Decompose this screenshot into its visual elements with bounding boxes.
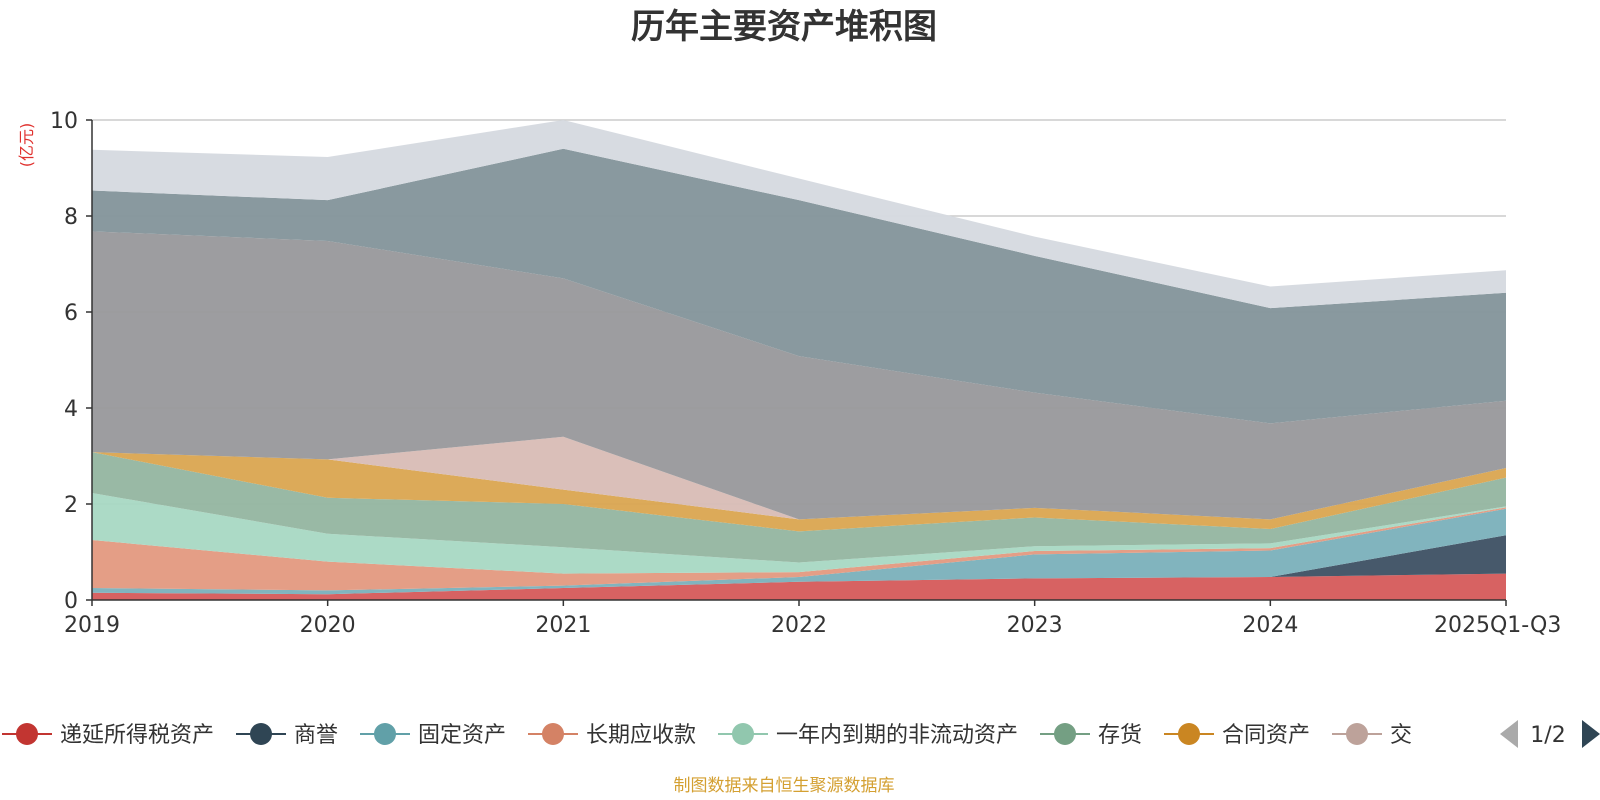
legend-circle-icon [374,723,396,745]
x-tick-label-2025Q1-Q3: 2025Q1-Q3 [1434,613,1561,638]
y-axis-unit-label: (亿元) [17,123,36,168]
x-tick-label-2024: 2024 [1242,613,1298,638]
legend-label: 存货 [1098,723,1142,748]
x-tick-label-2019: 2019 [64,613,120,638]
axes: 0 2 4 6 8 10 2019 2020 2021 2022 2023 2024 2025Q1-Q3 [50,109,1561,638]
area-series-0[interactable] [92,573,1506,600]
y-tick-label-10: 10 [50,109,78,134]
legend-label: 递延所得税资产 [60,723,214,748]
data-source-note: 制图数据来自恒生聚源数据库 [674,776,895,796]
x-tick-label-2022: 2022 [771,613,827,638]
y-tick-label-4: 4 [64,397,78,422]
prev-page-icon[interactable] [1500,720,1518,748]
legend-label: 一年内到期的非流动资产 [776,723,1018,748]
legend-circle-icon [542,723,564,745]
legend-item-3[interactable]: 长期应收款 [528,723,696,748]
legend-item-2[interactable]: 固定资产 [360,723,506,748]
area-series-2[interactable] [92,508,1506,595]
legend-circle-icon [732,723,754,745]
x-tick-label-2023: 2023 [1007,613,1063,638]
legend-item-4[interactable]: 一年内到期的非流动资产 [718,723,1018,748]
y-tick-label-0: 0 [64,589,78,614]
area-series-3[interactable] [92,507,1506,591]
legend-item-7[interactable]: 交 [1332,723,1412,748]
legend-label: 交 [1390,723,1412,748]
area-series-9[interactable] [92,148,1506,424]
legend-label: 合同资产 [1222,723,1310,748]
y-tick-label-2: 2 [64,493,78,518]
legend-item-1[interactable]: 商誉 [236,723,338,748]
legend-circle-icon [250,723,272,745]
chart-title: 历年主要资产堆积图 [631,7,937,47]
y-tick-label-6: 6 [64,301,78,326]
area-series-group [92,120,1506,600]
legend-circle-icon [1346,723,1368,745]
area-series-5[interactable] [92,452,1506,563]
next-page-icon[interactable] [1582,720,1600,748]
y-tick-label-8: 8 [64,205,78,230]
legend-item-5[interactable]: 存货 [1040,723,1142,748]
legend-pagination: 1/2 [1500,720,1600,748]
legend-label: 长期应收款 [586,723,696,748]
legend-item-6[interactable]: 合同资产 [1164,723,1310,748]
area-series-4[interactable] [92,492,1506,574]
legend-circle-icon [1054,723,1076,745]
area-series-8[interactable] [92,231,1506,520]
legend-circle-icon [1178,723,1200,745]
legend[interactable]: 递延所得税资产 商誉 固定资产 长期应收款 一年内到期的非流动资产 存货 合同资产 交 1/2 [2,720,1600,748]
legend-label: 固定资产 [418,723,506,748]
x-tick-label-2020: 2020 [300,613,356,638]
area-series-6[interactable] [92,452,1506,532]
x-tick-label-2021: 2021 [535,613,591,638]
legend-item-0[interactable]: 递延所得税资产 [2,723,214,748]
area-series-10[interactable] [92,120,1506,309]
area-series-7[interactable] [92,436,1506,520]
legend-circle-icon [16,723,38,745]
legend-page-indicator: 1/2 [1530,723,1565,748]
legend-label: 商誉 [294,723,338,748]
